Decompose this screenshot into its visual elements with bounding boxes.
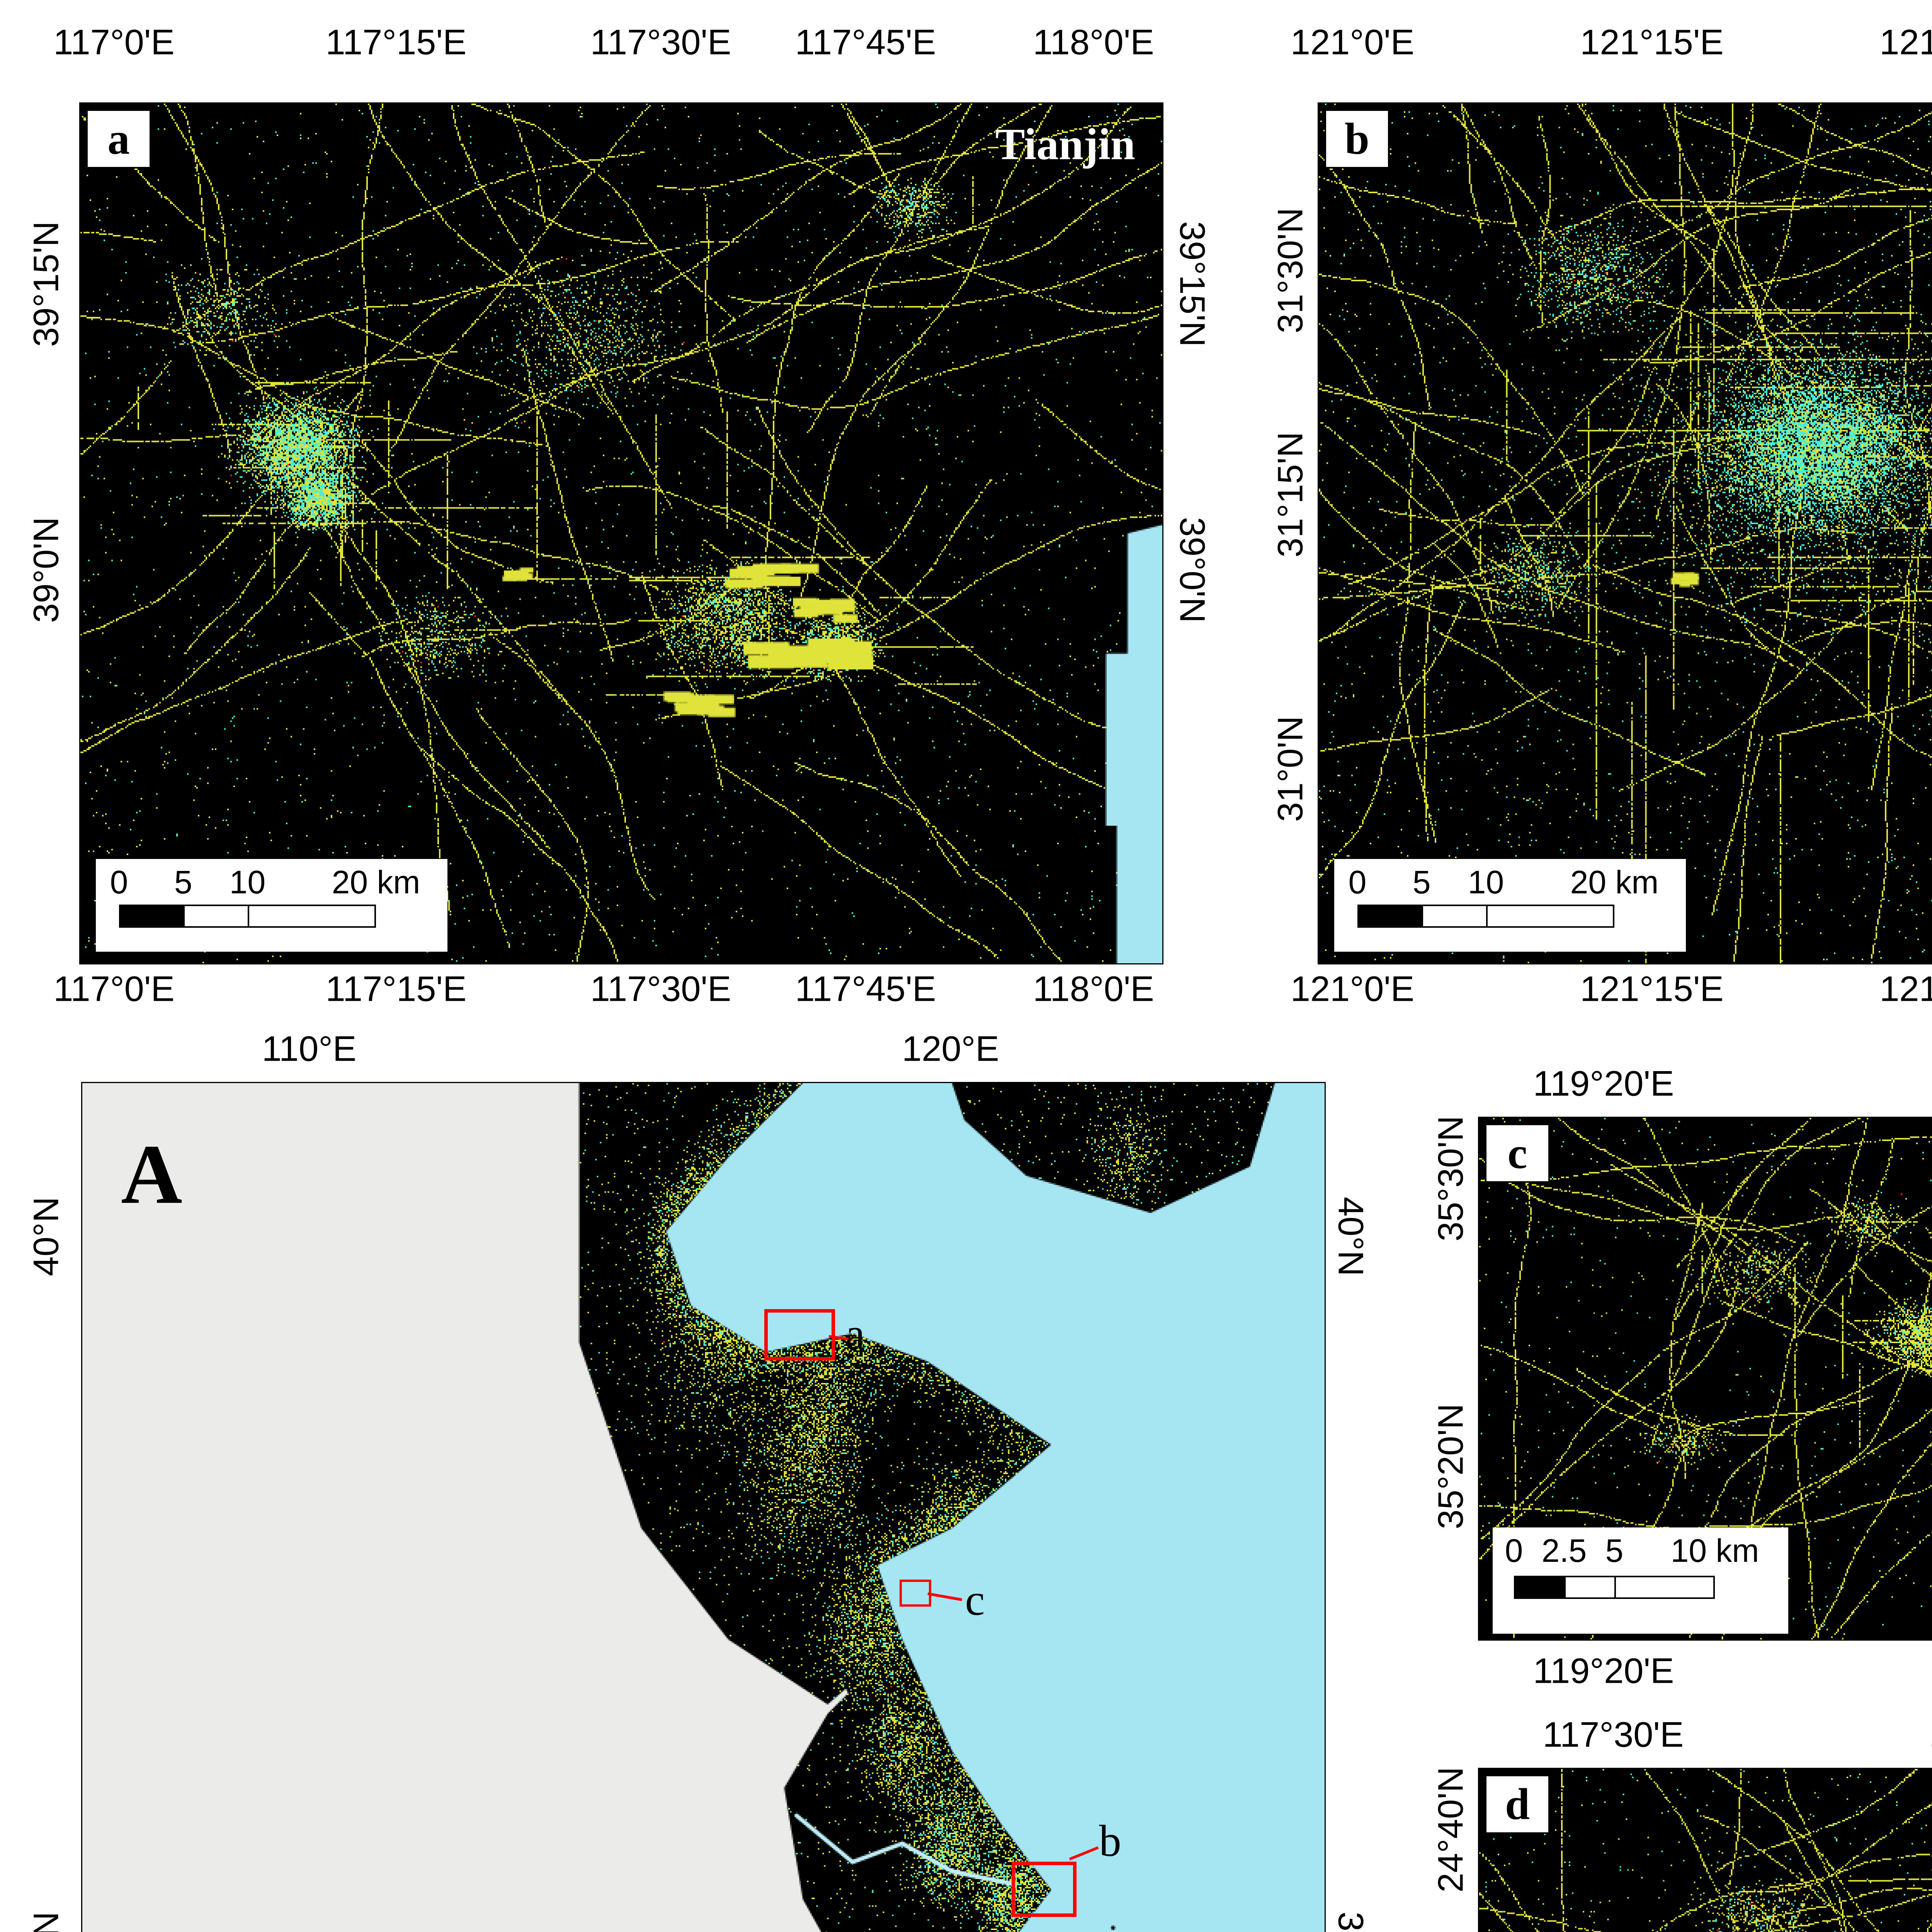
panel-letter-b-text: b	[1345, 114, 1369, 163]
subset-box-b	[1012, 1862, 1077, 1917]
subset-letter-a: a	[845, 1310, 865, 1359]
panel-letter-c: c	[1485, 1124, 1550, 1183]
tick-label: 31°30'N	[1270, 207, 1310, 333]
scalebar-segment	[249, 906, 374, 926]
scalebar-segment	[183, 906, 249, 926]
scalebar-label: 5	[174, 864, 192, 900]
scalebar-bar	[1514, 1576, 1715, 1599]
tick-label: 117°30'E	[590, 22, 731, 62]
scalebar-tianjin: 0 5 10 20 km	[96, 859, 447, 952]
scalebar-label: 10 km	[1670, 1532, 1759, 1569]
shanghai-nightlight-map	[1319, 104, 1932, 963]
tick-label: 117°40'E	[1929, 1715, 1932, 1755]
scalebar-segment	[1515, 1577, 1564, 1597]
china-coast-overview-map	[82, 1083, 1325, 1932]
scalebar-label: 0	[1348, 864, 1367, 900]
tick-label: 35°30'N	[1431, 1116, 1471, 1242]
scalebar-track: 0 2.5 5 10 km	[1505, 1527, 1759, 1634]
zhangzhou-nightlight-map	[1479, 1769, 1932, 1932]
city-label-tianjin: Tianjin	[995, 120, 1135, 169]
subset-box-a	[764, 1309, 835, 1361]
panel-d-zhangzhou: d Zhangzhou 0 2.5 5 10 km	[1478, 1768, 1932, 1932]
scalebar-label: 20 km	[1570, 864, 1659, 900]
scalebar-bar	[119, 905, 376, 928]
panel-letter-a: a	[86, 109, 151, 168]
tick-label: 31°0'N	[1270, 716, 1310, 822]
scalebar-label: 10	[1468, 864, 1504, 900]
tick-label: 40°N	[26, 1197, 66, 1276]
tick-label: 119°20'E	[1533, 1064, 1674, 1104]
scalebar-label: 5	[1412, 864, 1431, 900]
tick-label: 121°15'E	[1580, 22, 1724, 62]
scalebar-shanghai: 0 5 10 20 km	[1334, 859, 1686, 952]
tick-label: 118°0'E	[1033, 22, 1154, 62]
tick-label: 117°45'E	[795, 22, 936, 62]
panel-a-tianjin: a Tianjin 0 5 10 20 km	[79, 102, 1163, 964]
tick-label: 110°E	[262, 1029, 357, 1069]
scalebar-label: 20 km	[332, 864, 420, 900]
tick-label: 24°40'N	[1431, 1767, 1471, 1893]
tick-label: 117°30'E	[590, 969, 731, 1009]
panel-letter-A: A	[121, 1127, 182, 1221]
scalebar-segment	[1487, 906, 1613, 926]
scalebar-segment	[1422, 906, 1488, 926]
tick-label: 39°15'N	[26, 221, 66, 347]
scalebar-segment	[1359, 906, 1422, 926]
subset-letter-b: b	[1099, 1816, 1121, 1866]
scalebar-segment	[1616, 1577, 1713, 1597]
tick-label: 40°N	[1331, 1197, 1371, 1276]
panel-A-overview: A a b c d e RLED WLED Other Dark	[81, 1082, 1326, 1932]
tick-label: 39°15'N	[1172, 221, 1212, 347]
subset-letter-c: c	[965, 1575, 985, 1624]
tick-label: 117°15'E	[325, 22, 467, 62]
scalebar-segment	[121, 906, 184, 926]
tick-label: 30°N	[26, 1912, 67, 1932]
tick-label: 117°0'E	[53, 22, 175, 62]
panel-letter-d-text: d	[1505, 1779, 1530, 1829]
scalebar-label: 2.5	[1541, 1532, 1587, 1569]
subset-box-c	[900, 1580, 931, 1607]
panel-b-shanghai: b Shanghai 0 5 10 20 km	[1318, 102, 1932, 964]
tick-label: 121°0'E	[1290, 969, 1415, 1009]
tick-label: 35°20'N	[1431, 1403, 1471, 1529]
tick-label: 39°0'N	[26, 517, 66, 623]
panel-letter-c-text: c	[1507, 1128, 1527, 1178]
tick-label: 120°E	[902, 1029, 999, 1069]
panel-letter-a-text: a	[107, 114, 130, 163]
panel-letter-b: b	[1325, 109, 1389, 168]
tick-label: 31°15'N	[1270, 432, 1310, 558]
scalebar-track: 0 5 10 20 km	[110, 859, 420, 952]
scalebar-rizhao: 0 2.5 5 10 km	[1493, 1527, 1788, 1634]
tianjin-nightlight-map	[80, 104, 1162, 963]
tick-label: 30°N	[1330, 1912, 1371, 1932]
tick-label: 121°30'E	[1879, 22, 1932, 62]
scalebar-bar	[1357, 905, 1614, 928]
tick-label: 121°15'E	[1580, 969, 1724, 1009]
scalebar-track: 0 5 10 20 km	[1349, 859, 1658, 952]
tick-label: 121°0'E	[1290, 22, 1415, 62]
scalebar-label: 0	[1505, 1532, 1523, 1569]
scalebar-label: 5	[1605, 1532, 1624, 1569]
scalebar-segment	[1564, 1577, 1616, 1597]
tick-label: 117°15'E	[325, 969, 467, 1009]
tick-label: 119°20'E	[1533, 1651, 1674, 1691]
tick-label: 118°0'E	[1033, 969, 1154, 1009]
tick-label: 117°45'E	[795, 969, 936, 1009]
panel-c-rizhao: c Rizhao 0 2.5 5 10 km	[1478, 1117, 1932, 1641]
tick-label: 39°0'N	[1172, 517, 1212, 623]
scalebar-label: 0	[110, 864, 128, 900]
tick-label: 121°30'E	[1879, 969, 1932, 1009]
tick-label: 117°0'E	[53, 969, 175, 1009]
panel-letter-d: d	[1485, 1775, 1550, 1834]
scalebar-label: 10	[229, 864, 266, 900]
tick-label: 117°30'E	[1543, 1715, 1684, 1755]
